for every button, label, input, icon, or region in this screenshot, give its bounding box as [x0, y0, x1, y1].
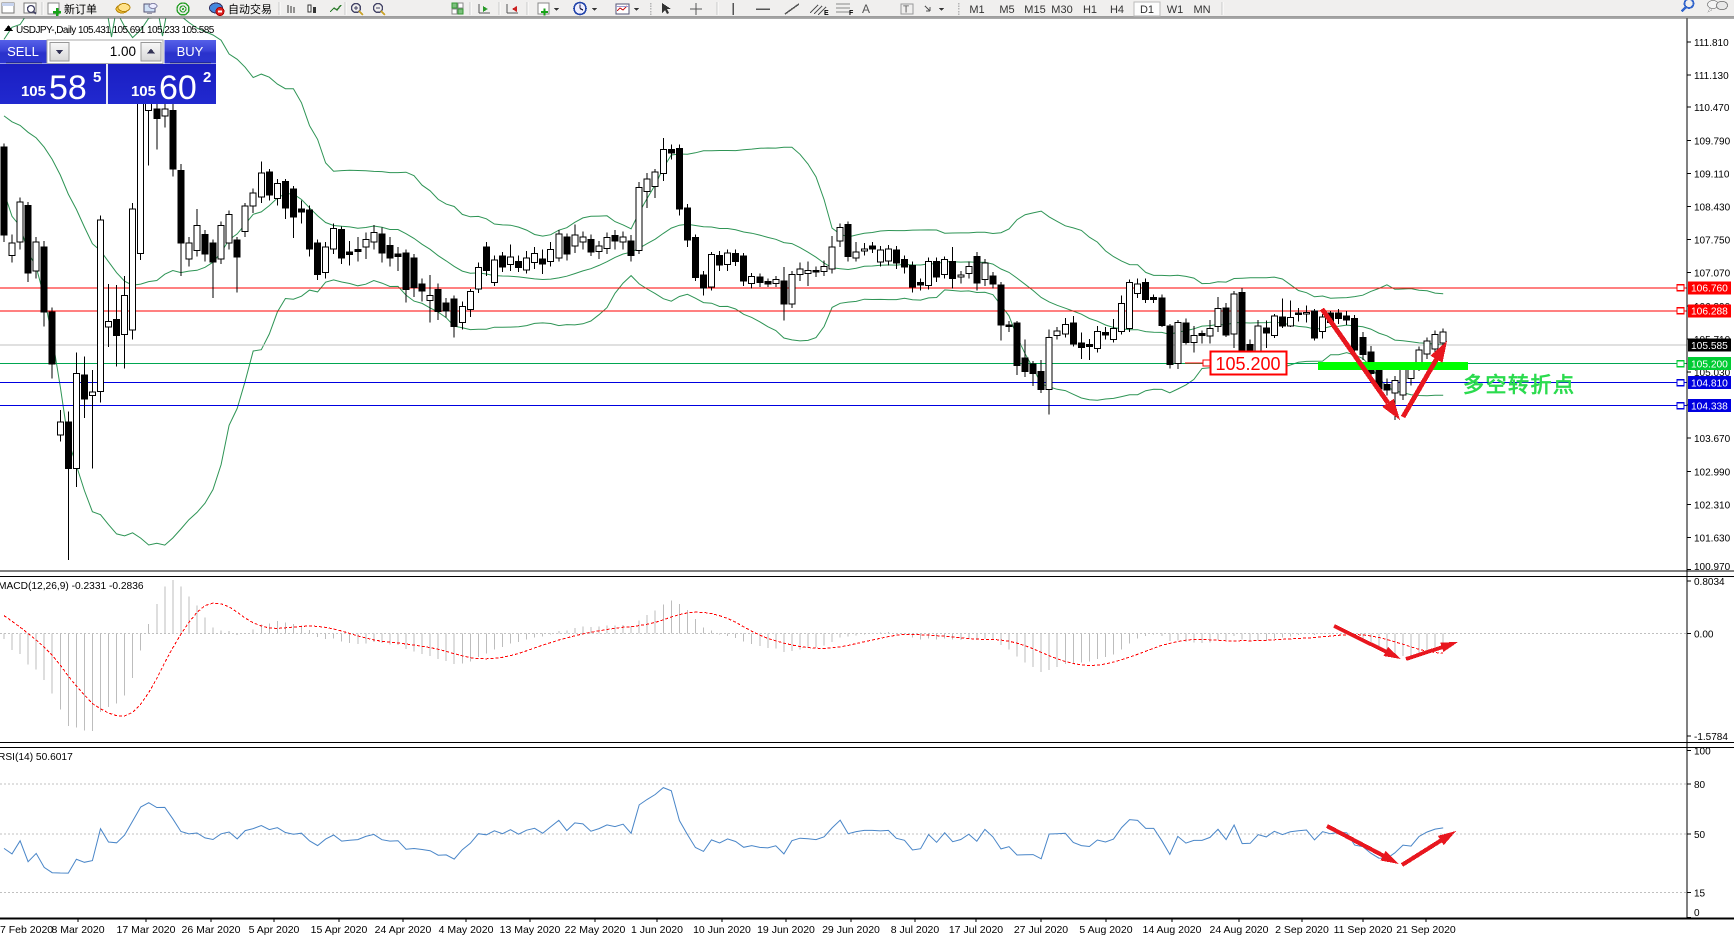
svg-text:自动交易: 自动交易: [228, 2, 272, 16]
svg-text:106.760: 106.760: [1691, 284, 1728, 295]
svg-text:4 May 2020: 4 May 2020: [439, 924, 494, 936]
svg-text:22 May 2020: 22 May 2020: [565, 924, 626, 936]
svg-text:24 Apr 2020: 24 Apr 2020: [375, 924, 432, 936]
svg-text:M5: M5: [999, 4, 1014, 16]
svg-text:102.310: 102.310: [1694, 500, 1731, 511]
svg-text:M1: M1: [969, 4, 984, 16]
svg-text:21 Sep 2020: 21 Sep 2020: [1396, 924, 1456, 936]
svg-text:106.288: 106.288: [1691, 307, 1728, 318]
svg-text:M30: M30: [1051, 4, 1072, 16]
svg-text:29 Jun 2020: 29 Jun 2020: [822, 924, 880, 936]
svg-text:104.338: 104.338: [1691, 402, 1728, 413]
svg-text:19 Jun 2020: 19 Jun 2020: [757, 924, 815, 936]
svg-text:0.00: 0.00: [1694, 629, 1714, 640]
svg-text:102.990: 102.990: [1694, 467, 1731, 478]
svg-text:27 Jul 2020: 27 Jul 2020: [1014, 924, 1068, 936]
svg-text:USDJPY-,Daily 105.431 105.691: USDJPY-,Daily 105.431 105.691 105.233 10…: [16, 25, 215, 36]
svg-text:26 Mar 2020: 26 Mar 2020: [182, 924, 241, 936]
svg-text:新订单: 新订单: [64, 2, 97, 16]
svg-text:T: T: [903, 5, 909, 16]
svg-text:10 Jun 2020: 10 Jun 2020: [693, 924, 751, 936]
svg-text:17 Jul 2020: 17 Jul 2020: [949, 924, 1003, 936]
svg-text:7 Feb 2020: 7 Feb 2020: [0, 924, 53, 936]
svg-text:1.00: 1.00: [110, 44, 136, 59]
svg-text:M15: M15: [1024, 4, 1045, 16]
svg-text:1 Jun 2020: 1 Jun 2020: [631, 924, 683, 936]
svg-text:5 Apr 2020: 5 Apr 2020: [249, 924, 300, 936]
svg-text:100.970: 100.970: [1694, 562, 1731, 573]
svg-text:110.470: 110.470: [1694, 103, 1730, 114]
svg-text:100: 100: [1694, 747, 1711, 758]
svg-text:108.430: 108.430: [1694, 203, 1731, 214]
svg-text:D1: D1: [1140, 4, 1154, 16]
svg-text:W1: W1: [1167, 4, 1184, 16]
svg-text:105.585: 105.585: [1691, 341, 1728, 352]
svg-text:A: A: [862, 2, 870, 16]
svg-text:105: 105: [131, 83, 156, 100]
svg-text:BUY: BUY: [177, 44, 204, 59]
svg-text:5 Aug 2020: 5 Aug 2020: [1079, 924, 1132, 936]
svg-text:MACD(12,26,9) -0.2331 -0.2836: MACD(12,26,9) -0.2331 -0.2836: [0, 581, 144, 592]
svg-text:105.030: 105.030: [1694, 368, 1731, 379]
svg-text:多空转折点: 多空转折点: [1463, 373, 1576, 397]
svg-text:103.670: 103.670: [1694, 434, 1731, 445]
svg-text:58: 58: [49, 69, 87, 107]
svg-text:111.130: 111.130: [1694, 71, 1729, 82]
svg-text:H1: H1: [1083, 4, 1097, 16]
svg-text:0.8034: 0.8034: [1694, 577, 1725, 588]
svg-text:8 Mar 2020: 8 Mar 2020: [51, 924, 104, 936]
svg-text:-1.5784: -1.5784: [1694, 732, 1728, 743]
svg-text:24 Aug 2020: 24 Aug 2020: [1210, 924, 1269, 936]
svg-text:111.810: 111.810: [1694, 38, 1729, 49]
svg-text:RSI(14) 50.6017: RSI(14) 50.6017: [0, 752, 73, 763]
svg-text:H4: H4: [1110, 4, 1124, 16]
svg-text:15: 15: [1694, 888, 1706, 899]
svg-text:104.810: 104.810: [1691, 379, 1728, 390]
svg-text:107.750: 107.750: [1694, 236, 1731, 247]
svg-text:109.110: 109.110: [1694, 169, 1730, 180]
svg-text:60: 60: [159, 69, 197, 107]
svg-text:101.630: 101.630: [1694, 534, 1731, 545]
svg-text:105: 105: [21, 83, 46, 100]
svg-text:13 May 2020: 13 May 2020: [500, 924, 561, 936]
svg-text:105.200: 105.200: [1691, 360, 1728, 371]
svg-text:107.070: 107.070: [1694, 269, 1731, 280]
svg-text:105.200: 105.200: [1215, 354, 1280, 374]
svg-text:MN: MN: [1193, 4, 1210, 16]
svg-text:11 Sep 2020: 11 Sep 2020: [1334, 924, 1393, 936]
svg-text:0: 0: [1694, 908, 1700, 919]
svg-text:2 Sep 2020: 2 Sep 2020: [1275, 924, 1329, 936]
svg-text:17 Mar 2020: 17 Mar 2020: [117, 924, 176, 936]
svg-text:14 Aug 2020: 14 Aug 2020: [1143, 924, 1202, 936]
svg-text:2: 2: [203, 69, 211, 86]
svg-text:F: F: [849, 10, 854, 17]
svg-text:109.790: 109.790: [1694, 136, 1731, 147]
svg-text:50: 50: [1694, 830, 1706, 841]
svg-text:5: 5: [93, 69, 101, 86]
svg-text:80: 80: [1694, 780, 1706, 791]
svg-text:E: E: [824, 10, 829, 17]
svg-text:8 Jul 2020: 8 Jul 2020: [891, 924, 940, 936]
svg-text:15 Apr 2020: 15 Apr 2020: [311, 924, 368, 936]
svg-text:SELL: SELL: [7, 44, 39, 59]
